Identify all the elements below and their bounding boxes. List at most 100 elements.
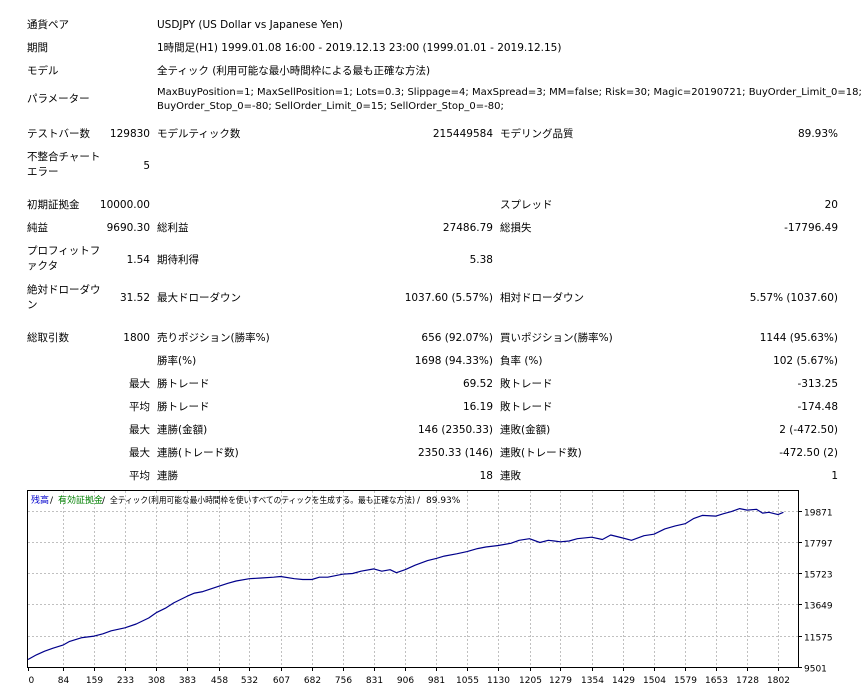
x-tick-label: 308 xyxy=(148,676,165,686)
short-positions-value: 656 (92.07%) xyxy=(421,332,493,344)
y-tick-label: 19871 xyxy=(804,509,833,519)
period-label: 期間 xyxy=(27,42,48,54)
x-tick-label: 1205 xyxy=(519,676,542,686)
y-tick-label: 17797 xyxy=(804,540,833,550)
chart-header-sep-2: / xyxy=(102,496,106,506)
average-win-value: 16.19 xyxy=(462,401,493,413)
quality-label: モデリング品質 xyxy=(500,128,574,140)
x-tick-label: 0 xyxy=(29,676,35,686)
x-tick-label: 756 xyxy=(335,676,352,686)
bars-label: テストバー数 xyxy=(27,128,90,140)
chart-frame xyxy=(27,490,799,668)
y-tick-label: 9501 xyxy=(804,665,827,675)
gross-profit-value: 27486.79 xyxy=(442,222,493,234)
spread-value: 20 xyxy=(824,199,838,211)
consecutive-losses-amount-value: 2 (-472.50) xyxy=(779,424,838,436)
win-rate-label: 勝率(%) xyxy=(157,355,197,367)
average-loss-value: -174.48 xyxy=(797,401,838,413)
y-tick-label: 15723 xyxy=(804,571,833,581)
gross-loss-value: -17796.49 xyxy=(784,222,838,234)
consecutive-wins-amount-label: 連勝(金額) xyxy=(157,424,208,436)
gross-loss-label: 総損失 xyxy=(500,222,532,234)
parameters-line-2: BuyOrder_Stop_0=-80; SellOrder_Limit_0=1… xyxy=(157,101,504,112)
x-tick-label: 233 xyxy=(117,676,134,686)
avg-consecutive-wins-label: 連勝 xyxy=(157,470,178,482)
mismatch-value: 5 xyxy=(143,160,150,172)
total-trades-value: 1800 xyxy=(123,332,150,344)
x-tick-label: 906 xyxy=(397,676,414,686)
y-axis-ticks: 19871 17797 15723 13649 11575 9501 xyxy=(798,509,833,675)
y-tick-label: 13649 xyxy=(804,602,833,612)
balance-line xyxy=(27,508,784,661)
x-tick-label: 458 xyxy=(211,676,228,686)
consecutive-wins-count-label: 連勝(トレード数) xyxy=(157,447,239,459)
largest-loss-value: -313.25 xyxy=(797,378,838,390)
x-tick-label: 607 xyxy=(273,676,290,686)
chart-header-sep-3: / xyxy=(417,496,421,506)
largest-win-value: 69.52 xyxy=(462,378,493,390)
chart-header-equity: 有効証拠金 xyxy=(58,494,103,506)
chart-header-quality: 89.93% xyxy=(426,496,461,506)
x-tick-label: 1802 xyxy=(767,676,790,686)
parameters-label: パラメーター xyxy=(27,93,90,105)
deposit-label: 初期証拠金 xyxy=(27,199,80,211)
win-rate-value: 1698 (94.33%) xyxy=(414,355,493,367)
x-tick-label: 383 xyxy=(179,676,196,686)
deposit-value: 10000.00 xyxy=(99,199,150,211)
long-positions-label: 買いポジション(勝率%) xyxy=(500,332,613,344)
period-value: 1時間足(H1) 1999.01.08 16:00 - 2019.12.13 2… xyxy=(157,42,562,54)
symbol-label: 通貨ペア xyxy=(27,19,69,31)
ticks-value: 215449584 xyxy=(432,128,493,140)
ticks-label: モデルティック数 xyxy=(157,128,241,140)
x-tick-label: 682 xyxy=(304,676,321,686)
avg-consecutive-losses-label: 連敗 xyxy=(500,470,521,482)
largest-win-label: 勝トレード xyxy=(157,378,210,390)
x-tick-label: 84 xyxy=(58,676,70,686)
profit-factor-value: 1.54 xyxy=(126,254,150,266)
chart-header-sep-1: / xyxy=(50,496,54,506)
relative-drawdown-label: 相対ドローダウン xyxy=(500,292,584,304)
model-label: モデル xyxy=(27,65,59,77)
consecutive-losses-count-value: -472.50 (2) xyxy=(779,447,838,459)
avg-consec-prefix: 平均 xyxy=(129,470,150,482)
max-drawdown-value: 1037.60 (5.57%) xyxy=(404,292,493,304)
consecutive-losses-amount-label: 連敗(金額) xyxy=(500,424,551,436)
x-axis-ticks: 0 84 159 233 308 383 458 532 607 682 756 831 906 981 1… xyxy=(28,667,790,686)
x-tick-label: 1354 xyxy=(581,676,604,686)
consecutive-wins-amount-value: 146 (2350.33) xyxy=(418,424,493,436)
x-tick-label: 1728 xyxy=(736,676,759,686)
long-positions-value: 1144 (95.63%) xyxy=(759,332,838,344)
expected-payoff-value: 5.38 xyxy=(469,254,493,266)
x-tick-label: 981 xyxy=(428,676,445,686)
chart-series xyxy=(27,508,784,661)
balance-chart-svg: 残高 / 有効証拠金 / 全ティック(利用可能な最小時間枠を使いすべてのティック… xyxy=(27,490,833,686)
average-win-label: 勝トレード xyxy=(157,401,210,413)
max-drawdown-label: 最大ドローダウン xyxy=(157,292,241,304)
x-tick-label: 1653 xyxy=(705,676,728,686)
symbol-value: USDJPY (US Dollar vs Japanese Yen) xyxy=(157,19,343,31)
y-tick-label: 11575 xyxy=(804,634,833,644)
chart-grid xyxy=(28,491,798,667)
short-positions-label: 売りポジション(勝率%) xyxy=(157,332,270,344)
profit-factor-label: プロフィットファクタ xyxy=(27,245,101,272)
max-consec-amount-prefix: 最大 xyxy=(129,424,150,436)
x-tick-label: 831 xyxy=(366,676,383,686)
largest-loss-label: 敗トレード xyxy=(500,378,553,390)
absolute-drawdown-label: 絶対ドローダウン xyxy=(27,284,101,311)
gross-profit-label: 総利益 xyxy=(157,222,189,234)
consecutive-wins-count-value: 2350.33 (146) xyxy=(418,447,493,459)
model-value: 全ティック (利用可能な最小時間枠による最も正確な方法) xyxy=(157,65,431,77)
largest-prefix: 最大 xyxy=(129,378,150,390)
spread-label: スプレッド xyxy=(500,199,553,211)
x-tick-label: 1279 xyxy=(549,676,572,686)
max-consec-count-prefix: 最大 xyxy=(129,447,150,459)
x-tick-label: 1055 xyxy=(456,676,479,686)
x-tick-label: 1504 xyxy=(643,676,666,686)
expected-payoff-label: 期待利得 xyxy=(157,254,199,266)
balance-chart: 残高 / 有効証拠金 / 全ティック(利用可能な最小時間枠を使いすべてのティック… xyxy=(27,490,863,693)
quality-value: 89.93% xyxy=(797,128,838,140)
avg-consecutive-losses-value: 1 xyxy=(831,470,838,482)
mismatch-label: 不整合チャートエラー xyxy=(27,151,101,178)
chart-header-balance: 残高 xyxy=(31,494,49,506)
x-tick-label: 1130 xyxy=(487,676,510,686)
